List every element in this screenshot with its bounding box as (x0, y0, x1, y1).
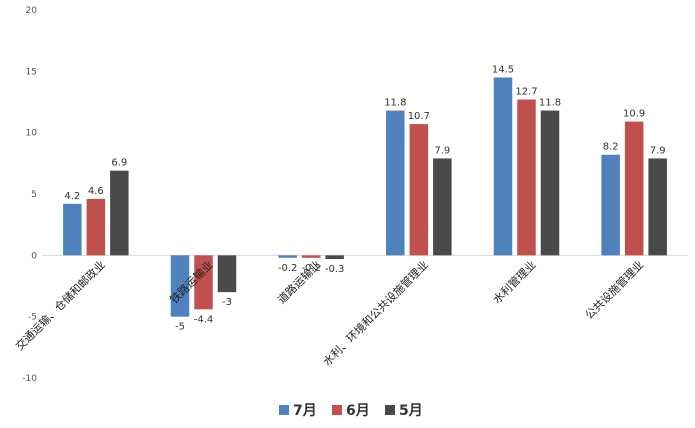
bar (386, 110, 405, 256)
data-label: 11.8 (539, 98, 561, 109)
bar (86, 198, 106, 256)
legend-swatch (385, 405, 395, 415)
y-tick-label: -10 (22, 374, 37, 384)
data-label: 14.5 (492, 64, 514, 75)
y-tick-label: 10 (26, 129, 38, 139)
axis-group: -10 -5 0 5 10 15 20 (22, 6, 688, 384)
bar (278, 255, 297, 258)
data-label: 4.2 (64, 191, 80, 202)
data-label: -0.3 (325, 264, 345, 275)
category-label: 交通运输、仓储和邮政业 (12, 258, 107, 353)
data-label: -3 (222, 297, 232, 308)
bar (194, 255, 213, 310)
bar (110, 170, 129, 256)
data-label: 7.9 (434, 145, 450, 156)
y-tick-label: 0 (31, 251, 37, 261)
data-label: 10.7 (408, 111, 430, 122)
bar (325, 255, 344, 260)
bar (217, 255, 237, 293)
bar (601, 154, 620, 256)
y-tick-label: -5 (28, 313, 37, 323)
data-label: -0.2 (301, 263, 321, 274)
data-label: 10.9 (623, 109, 645, 120)
legend-swatch (332, 405, 342, 415)
data-label: -5 (175, 322, 185, 333)
data-label: 8.2 (603, 142, 619, 153)
y-tick-label: 15 (26, 67, 37, 77)
data-label: -4.4 (194, 314, 214, 325)
bars-group (63, 77, 667, 317)
legend-label: 7月 (293, 403, 317, 419)
legend-label: 5月 (399, 403, 423, 419)
data-labels-group: 4.2 4.66.9-5-4.4-3-0.2 -0.2 -0.311.810.77.9… (64, 64, 665, 332)
bar (409, 124, 429, 256)
category-label: 公共设施管理业 (582, 258, 646, 322)
y-tick-label: 5 (31, 190, 37, 200)
bar (540, 110, 560, 256)
category-label: 水利管理业 (490, 258, 539, 307)
bar (301, 255, 321, 258)
data-label: 6.9 (111, 158, 127, 169)
y-tick-label: 20 (26, 6, 38, 16)
bar (517, 99, 536, 256)
legend: 7月 6月 5月 (279, 403, 423, 419)
bar (433, 158, 452, 256)
data-label: 12.7 (515, 87, 537, 98)
bar (624, 121, 644, 256)
bar (493, 77, 513, 256)
data-label: 4.6 (88, 186, 104, 197)
bar (648, 158, 667, 256)
bar (63, 203, 82, 256)
legend-label: 6月 (346, 403, 370, 419)
data-label: 11.8 (384, 98, 406, 109)
data-label: -0.2 (278, 263, 298, 274)
bar (170, 255, 190, 317)
legend-swatch (279, 405, 289, 415)
data-label: 7.9 (650, 145, 666, 156)
